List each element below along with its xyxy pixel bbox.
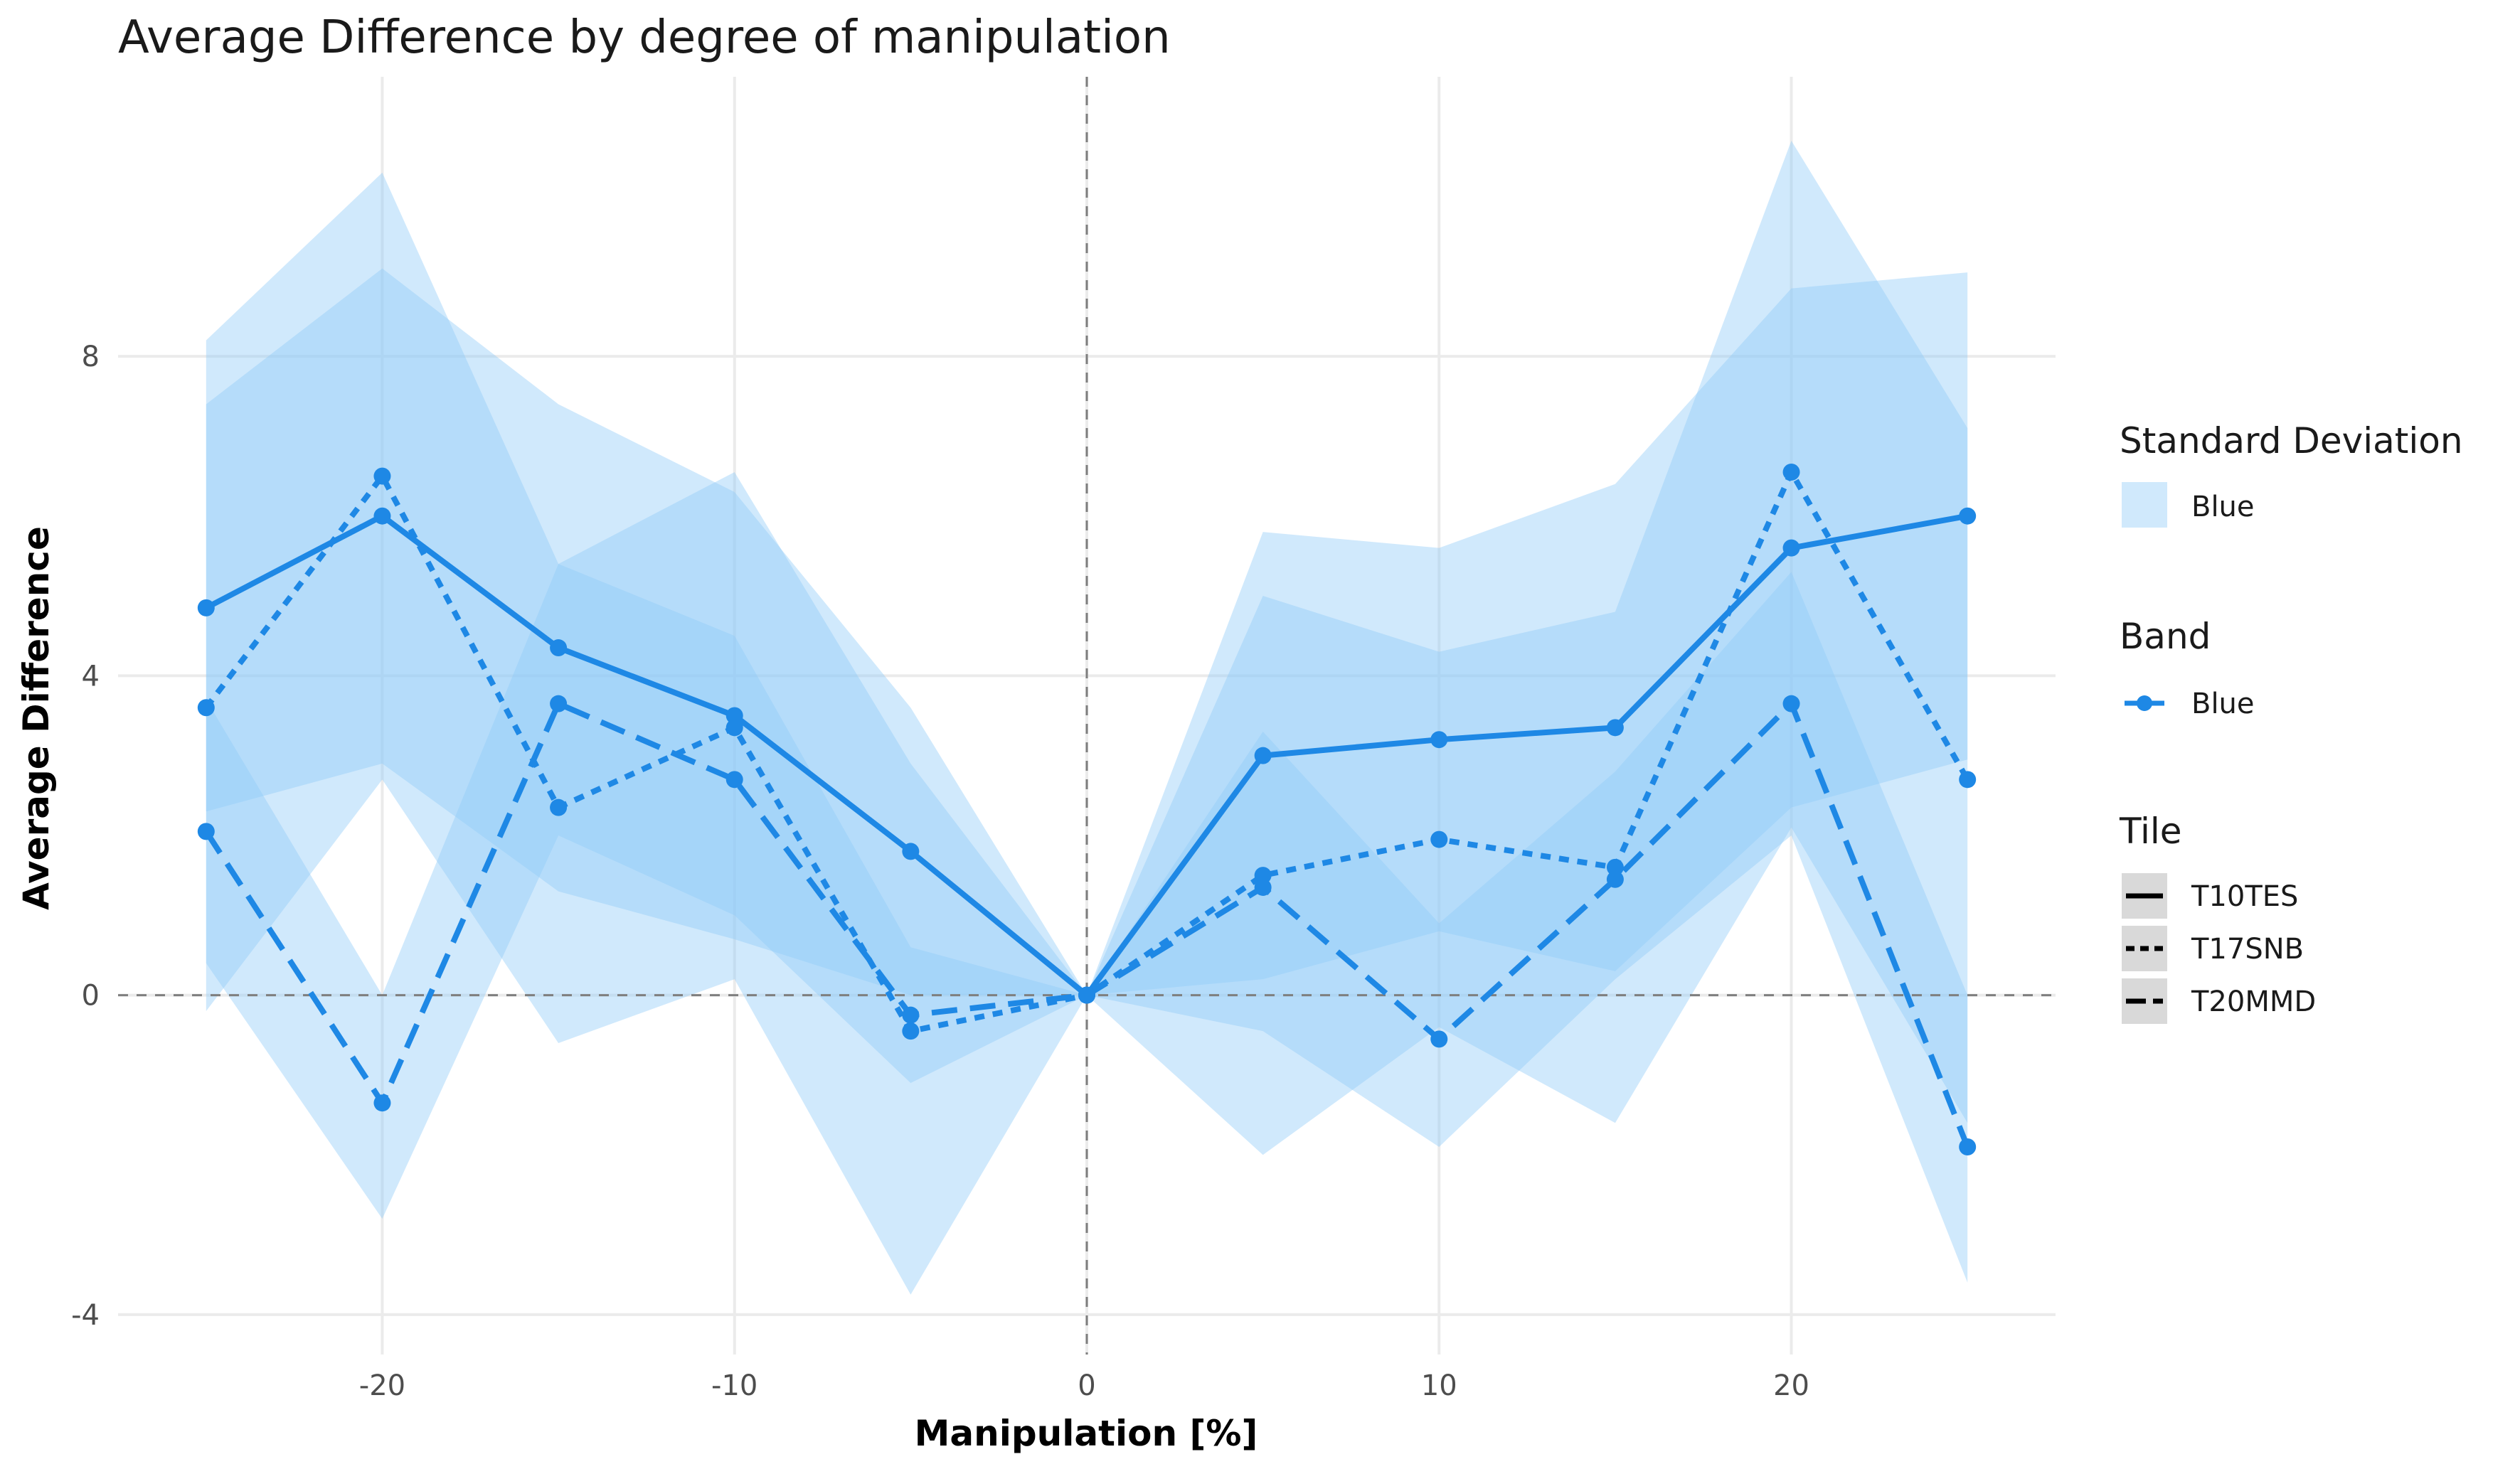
data-point-T20MMD — [1782, 695, 1800, 712]
legend-tile-label-3: T20MMD — [2191, 985, 2316, 1018]
legend: Standard Deviation Blue Band Blue Tile T… — [2119, 420, 2463, 1024]
data-point-T10TES — [725, 707, 743, 725]
data-point-T17SNB — [197, 699, 215, 717]
x-tick-label: 20 — [1773, 1369, 1809, 1402]
legend-band-label: Blue — [2191, 688, 2255, 720]
data-point-T17SNB — [1430, 830, 1448, 848]
data-point-T20MMD — [1959, 1138, 1977, 1155]
data-point-T20MMD — [1254, 878, 1272, 896]
data-point-T20MMD — [1430, 1030, 1448, 1048]
y-tick-label: 0 — [82, 980, 100, 1013]
data-point-T20MMD — [550, 695, 568, 712]
data-point-T20MMD — [1078, 986, 1095, 1004]
data-point-T10TES — [1430, 731, 1448, 749]
data-point-T17SNB — [1606, 858, 1624, 876]
sd-band-T10TES — [206, 268, 1968, 995]
y-tick-label: 8 — [82, 341, 100, 373]
legend-band-title: Band — [2120, 616, 2211, 657]
data-point-T10TES — [550, 639, 568, 657]
y-tick-label: 4 — [82, 660, 100, 693]
x-axis-title: Manipulation [%] — [915, 1413, 1258, 1454]
data-point-T10TES — [1254, 747, 1272, 764]
tick-labels: -20 -10 0 10 20 -4 0 4 8 — [71, 341, 1809, 1402]
data-point-T10TES — [1606, 719, 1624, 737]
data-point-T20MMD — [725, 771, 743, 789]
data-point-T17SNB — [725, 719, 743, 737]
data-point-T20MMD — [373, 1094, 391, 1112]
data-point-T17SNB — [1782, 463, 1800, 481]
data-point-T17SNB — [1254, 867, 1272, 885]
x-tick-label: -10 — [711, 1369, 757, 1402]
data-point-T17SNB — [902, 1022, 920, 1040]
legend-sd-title: Standard Deviation — [2120, 420, 2463, 461]
data-point-T10TES — [373, 507, 391, 525]
data-point-T20MMD — [197, 823, 215, 840]
data-point-T10TES — [197, 599, 215, 616]
data-point-T20MMD — [1606, 870, 1624, 888]
data-point-T17SNB — [550, 798, 568, 816]
data-point-T10TES — [1959, 507, 1977, 525]
x-tick-label: 10 — [1421, 1369, 1457, 1402]
legend-sd-key — [2122, 482, 2167, 528]
y-axis-title: Average Difference — [16, 526, 57, 910]
x-tick-label: -20 — [359, 1369, 405, 1402]
sd-band-T17SNB — [206, 140, 1968, 1295]
data-point-T10TES — [902, 843, 920, 860]
legend-sd-label: Blue — [2191, 491, 2255, 523]
legend-tile-label-1: T10TES — [2191, 880, 2298, 913]
legend-tile-label-2: T17SNB — [2191, 933, 2304, 966]
chart-title: Average Difference by degree of manipula… — [118, 11, 1171, 64]
series-points — [197, 463, 1977, 1155]
data-point-T10TES — [1782, 539, 1800, 557]
legend-tile-title: Tile — [2119, 811, 2182, 852]
x-tick-label: 0 — [1078, 1369, 1095, 1402]
legend-band-point — [2137, 695, 2152, 711]
data-point-T20MMD — [902, 1006, 920, 1024]
data-point-T17SNB — [1959, 771, 1977, 789]
y-tick-label: -4 — [71, 1299, 100, 1332]
data-point-T17SNB — [373, 467, 391, 485]
